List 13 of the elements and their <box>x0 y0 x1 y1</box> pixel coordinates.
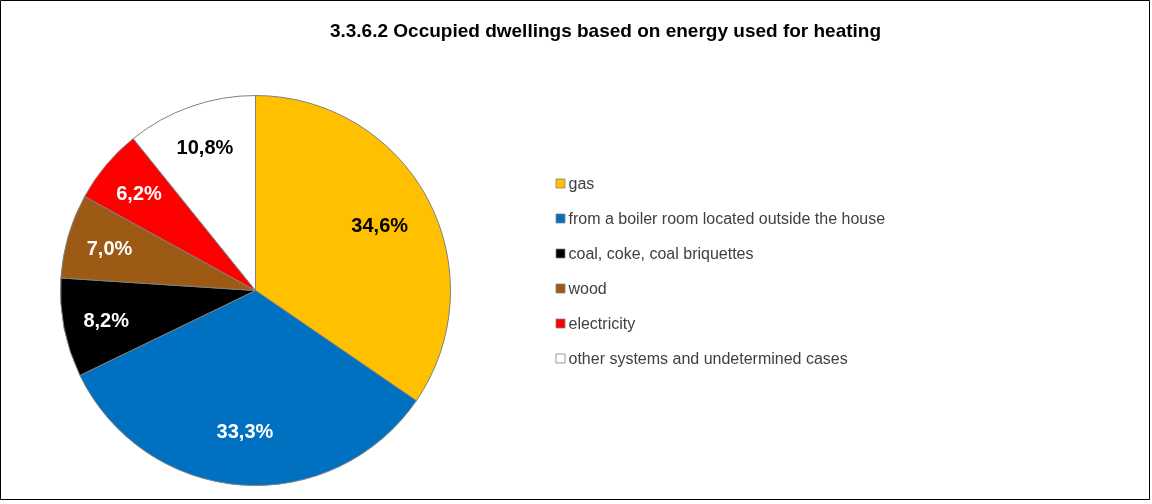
data-label: 34,6% <box>351 214 409 237</box>
legend-label: wood <box>567 280 607 297</box>
legend-label: gas <box>568 175 595 192</box>
legend-label: from a boiler room located outside the house <box>568 210 886 227</box>
legend-label: coal, coke, coal briquettes <box>568 245 754 262</box>
data-label: 33,3% <box>216 419 274 442</box>
legend-label: electricity <box>568 315 636 332</box>
legend-label: other systems and undetermined cases <box>568 350 848 367</box>
data-label: 6,2% <box>116 181 163 204</box>
chart-title: 3.3.6.2 Occupied dwellings based on energy used for heating <box>329 20 882 41</box>
data-label: 8,2% <box>83 308 130 331</box>
data-label: 10,8% <box>176 136 234 159</box>
data-label: 7,0% <box>86 236 133 259</box>
